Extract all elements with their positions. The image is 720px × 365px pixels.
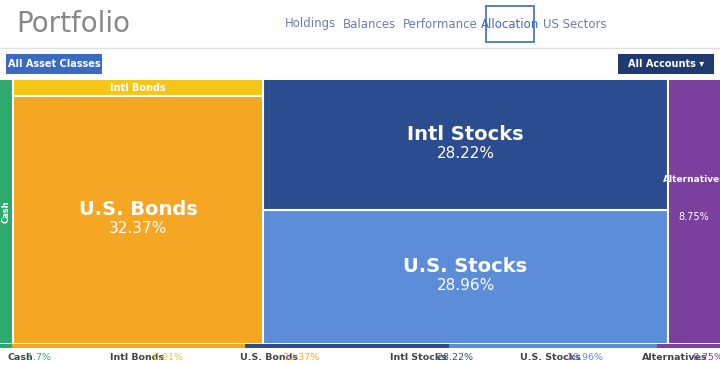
Text: Intl Stocks: Intl Stocks [390,353,447,362]
Text: US Sectors: US Sectors [543,18,607,31]
Text: Intl Bonds: Intl Bonds [110,83,166,93]
Text: Cash: Cash [2,200,11,223]
Text: Alternatives: Alternatives [642,353,708,362]
Text: Portfolio: Portfolio [16,10,130,38]
Text: All Asset Classes: All Asset Classes [8,59,100,69]
Text: 8.75%: 8.75% [679,212,709,222]
Text: 8.75%: 8.75% [690,353,720,362]
Text: 32.37%: 32.37% [280,353,319,362]
Text: U.S. Bonds: U.S. Bonds [78,200,197,219]
Text: Intl Bonds: Intl Bonds [110,353,164,362]
Text: Allocation: Allocation [481,18,539,31]
Text: U.S. Bonds: U.S. Bonds [240,353,298,362]
Bar [449,343,657,347]
Text: 28.96%: 28.96% [436,278,495,293]
Bar [657,343,720,347]
Text: Cash: Cash [8,353,34,362]
Bar [0,343,12,347]
Text: U.S. Stocks: U.S. Stocks [403,257,528,276]
Bar [263,80,668,210]
Text: 28.22%: 28.22% [436,146,495,161]
Text: U.S. Stocks: U.S. Stocks [520,353,581,362]
Text: Performance: Performance [402,18,477,31]
Text: 0.01%: 0.01% [150,353,183,362]
Text: Balances: Balances [343,18,397,31]
Bar [618,54,714,74]
Bar [668,80,720,343]
Bar [0,343,720,365]
Bar [12,343,246,347]
Text: 1.7%: 1.7% [24,353,51,362]
Bar [13,96,263,343]
Bar [6,54,102,74]
Bar [0,0,720,48]
Text: All Accounts ▾: All Accounts ▾ [628,59,704,69]
Bar [13,80,263,96]
Text: Holdings: Holdings [284,18,336,31]
Text: 28.96%: 28.96% [564,353,603,362]
Bar [263,210,668,343]
Text: 28.22%: 28.22% [434,353,473,362]
Text: 32.37%: 32.37% [109,221,167,236]
Text: Intl Stocks: Intl Stocks [408,126,524,145]
Text: Alternatives: Alternatives [662,176,720,184]
Bar [0,80,13,343]
Bar [246,343,449,347]
Bar [0,48,720,80]
